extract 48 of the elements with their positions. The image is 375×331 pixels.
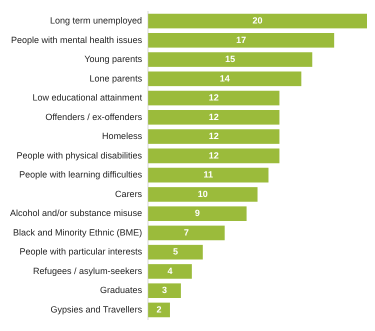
- data-label: 9: [194, 208, 200, 218]
- y-tick-label: People with physical disabilities: [16, 150, 143, 160]
- data-label: 4: [167, 266, 172, 276]
- data-label: 12: [208, 92, 219, 103]
- y-tick-label: Carers: [115, 188, 143, 199]
- y-tick-label: Homeless: [102, 131, 143, 142]
- y-tick-label: Low educational attainment: [32, 92, 143, 103]
- bar: [148, 302, 170, 318]
- y-tick-label: Young parents: [84, 54, 143, 64]
- bar: [148, 32, 334, 48]
- y-tick-label: Refugees / asylum-seekers: [33, 266, 143, 276]
- data-label: 5: [172, 246, 178, 257]
- y-tick-label: People with particular interests: [20, 246, 143, 257]
- bar: [148, 90, 280, 106]
- bar: [148, 283, 181, 298]
- data-label: 11: [204, 170, 214, 180]
- data-label: 7: [184, 227, 189, 238]
- data-label: 12: [208, 131, 219, 142]
- y-tick-label: People with learning difficulties: [19, 170, 143, 180]
- bar: [148, 206, 247, 221]
- data-label: 20: [252, 16, 263, 26]
- y-tick-label: Gypsies and Travellers: [50, 304, 143, 314]
- data-label: 12: [208, 150, 219, 160]
- y-tick-label: Alcohol and/or substance misuse: [10, 208, 142, 218]
- data-label: 3: [162, 285, 167, 296]
- bar: [148, 168, 268, 182]
- data-label: 15: [225, 54, 236, 64]
- bar: [148, 264, 192, 279]
- y-tick-label: Graduates: [100, 285, 143, 296]
- data-label: 14: [220, 73, 230, 84]
- bar: [148, 14, 367, 28]
- bar: [148, 148, 280, 164]
- data-label: 10: [198, 188, 208, 199]
- data-label: 2: [156, 304, 162, 314]
- y-tick-label: Lone parents: [90, 73, 143, 84]
- bar: [148, 52, 312, 67]
- y-tick-label: Long term unemployed: [50, 16, 142, 26]
- bar: [148, 110, 280, 125]
- data-label: 12: [208, 112, 219, 122]
- y-tick-label: People with mental health issues: [10, 34, 143, 45]
- bar: [148, 129, 280, 144]
- y-tick-label: Offenders / ex-offenders: [45, 112, 143, 122]
- y-tick-label: Black and Minority Ethnic (BME): [13, 227, 142, 238]
- bar: [148, 72, 302, 86]
- data-label: 17: [236, 34, 246, 45]
- bar: [148, 226, 225, 240]
- bar: [148, 187, 258, 202]
- bar: [148, 244, 203, 260]
